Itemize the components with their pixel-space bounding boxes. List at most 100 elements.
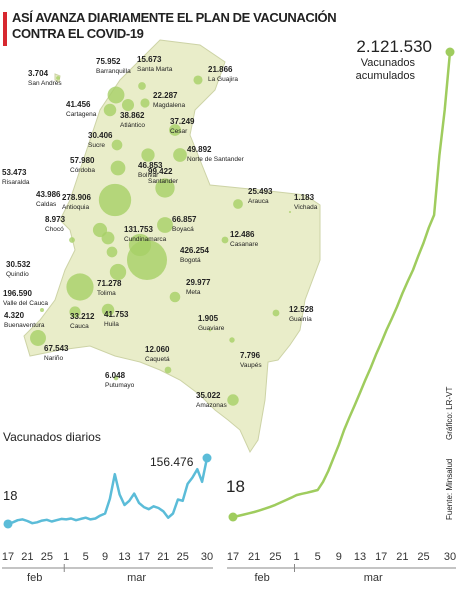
x-tick-label: 5: [83, 551, 89, 563]
bubble-value: 35.022: [196, 391, 221, 400]
bubble: [173, 148, 187, 162]
x-tick-label: 1: [63, 551, 69, 563]
bubble: [127, 240, 167, 280]
bubble: [39, 307, 45, 313]
bubble: [113, 375, 119, 381]
bubble-name: Nariño: [44, 355, 64, 362]
bubble-value: 66.857: [172, 215, 197, 224]
x-tick-label: 21: [157, 551, 169, 563]
bubble: [221, 236, 229, 244]
bubble-value: 30.406: [88, 131, 113, 140]
bubble-value: 41.456: [66, 100, 91, 109]
bubble-value: 67.543: [44, 344, 69, 353]
bubble: [101, 303, 115, 317]
bubble: [30, 330, 46, 346]
bubble-name: Amazonas: [196, 402, 227, 409]
chart-subtitle: Vacunados acumulados: [356, 57, 416, 82]
bubble: [164, 366, 172, 374]
bubble-name: Quindío: [6, 271, 29, 278]
bubble-value: 8.973: [45, 215, 66, 224]
x-tick-label: 25: [41, 551, 53, 563]
bubble-name: Cartagena: [66, 111, 97, 118]
bubbles: [30, 75, 292, 406]
x-tick-label: 17: [2, 551, 14, 563]
x-tick-label: 25: [269, 551, 281, 563]
bubble-name: Tolima: [97, 290, 116, 297]
end-dot: [3, 519, 13, 529]
bubble: [288, 210, 292, 214]
bubble: [69, 306, 81, 318]
x-tick-label: 9: [102, 551, 108, 563]
bubble: [110, 160, 126, 176]
value-label: 2.121.530: [356, 37, 432, 56]
bubble-name: Putumayo: [105, 382, 135, 389]
bubble: [169, 291, 181, 303]
x-tick-label: 30: [444, 551, 456, 563]
bubble-name: Valle del Cauca: [3, 300, 48, 307]
bubble-name: Barranquilla: [96, 68, 131, 75]
x-tick-label: 5: [315, 551, 321, 563]
bubble: [56, 76, 60, 80]
bubble-name: Guaviare: [198, 325, 225, 332]
bubble-value: 53.473: [2, 168, 27, 177]
bubble: [140, 98, 150, 108]
bubble-value: 196.590: [3, 289, 32, 298]
bubble: [193, 75, 203, 85]
bubble-name: Caldas: [36, 201, 57, 208]
map-shape: [23, 39, 321, 454]
x-tick-label: 9: [336, 551, 342, 563]
bubble-name: Risaralda: [2, 179, 30, 186]
bubble-name: Atlántico: [120, 122, 145, 129]
end-dot: [445, 47, 455, 57]
bubble: [141, 148, 155, 162]
bubble-value: 25.493: [248, 187, 273, 196]
x-tick-label: 13: [354, 551, 366, 563]
x-tick-label: 30: [201, 551, 213, 563]
bubble-name: Sucre: [88, 142, 105, 149]
bubble-value: 12.486: [230, 230, 255, 239]
bubble-name: Cundinamarca: [124, 236, 167, 243]
month-label: mar: [364, 572, 383, 584]
bubble: [227, 394, 239, 406]
bubble: [138, 82, 146, 90]
bubble-name: Casanare: [230, 241, 259, 248]
end-dot: [202, 453, 212, 463]
x-tick-label: 1: [293, 551, 299, 563]
bubble-value: 12.060: [145, 345, 170, 354]
month-label: feb: [254, 572, 269, 584]
x-tick-label: 17: [375, 551, 387, 563]
bubble-name: Guainía: [289, 316, 312, 323]
bubble: [111, 139, 123, 151]
bubble-name: Huila: [104, 321, 119, 328]
month-label: mar: [127, 572, 146, 584]
bubble-value: 75.952: [96, 57, 121, 66]
bubble-value: 38.862: [120, 111, 145, 120]
bubble-value: 46.853: [138, 161, 163, 170]
x-tick-label: 21: [396, 551, 408, 563]
x-tick-label: 21: [21, 551, 33, 563]
bubble-value: 21.866: [208, 65, 233, 74]
source: Fuente: Minsalud: [445, 459, 454, 520]
bubble-name: Vaupés: [240, 362, 262, 369]
bubble-value: 22.287: [153, 91, 178, 100]
bubble-value: 426.254: [180, 246, 209, 255]
bubble-name: Vichada: [294, 204, 318, 211]
bubble-value: 99.422: [148, 167, 173, 176]
bubble-value: 37.249: [170, 117, 195, 126]
bubble: [169, 124, 181, 136]
bubble-labels: 3.704 San Andrés 75.952 Barranquilla 15.673 S…: [2, 55, 318, 409]
bubble: [69, 237, 75, 243]
bubble: [101, 231, 115, 245]
bubble-name: Norte de Santander: [187, 156, 245, 163]
x-tick-label: 25: [417, 551, 429, 563]
bubble-value: 4.320: [4, 311, 25, 320]
bubble-value: 33.212: [70, 312, 95, 321]
bubble: [208, 328, 212, 332]
bubble-value: 49.892: [187, 145, 212, 154]
value-label: 18: [3, 488, 17, 503]
bubble-name: Arauca: [248, 198, 269, 205]
value-label: 18: [226, 477, 245, 496]
bubble-value: 6.048: [105, 371, 126, 380]
bubble-name: Buenaventura: [4, 322, 45, 329]
